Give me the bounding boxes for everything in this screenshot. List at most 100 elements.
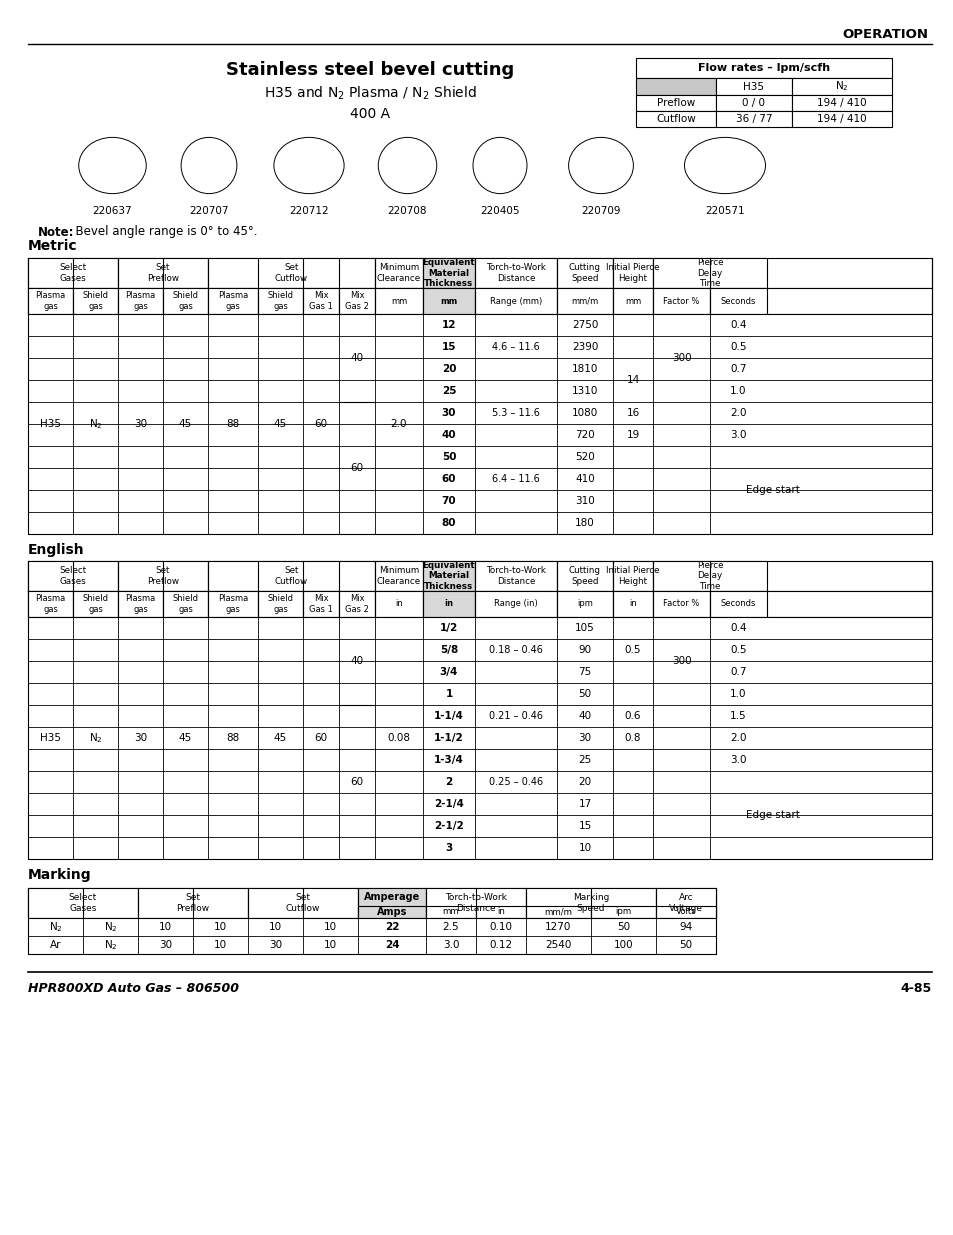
Text: 0.7: 0.7 bbox=[729, 364, 746, 374]
Text: 19: 19 bbox=[626, 430, 639, 440]
Bar bbox=[375, 258, 422, 288]
Text: Select
Gases: Select Gases bbox=[59, 567, 87, 585]
Bar bbox=[73, 592, 118, 618]
Text: 0.5: 0.5 bbox=[624, 645, 640, 655]
Text: 22: 22 bbox=[384, 923, 399, 932]
Bar bbox=[28, 888, 138, 918]
Bar bbox=[636, 111, 716, 127]
Text: 60: 60 bbox=[350, 777, 363, 787]
Text: Select
Gases: Select Gases bbox=[69, 893, 97, 913]
Bar bbox=[422, 288, 475, 314]
Text: Cutting
Speed: Cutting Speed bbox=[568, 263, 600, 283]
Text: Initial Pierce
Height: Initial Pierce Height bbox=[605, 567, 659, 585]
Bar bbox=[248, 888, 357, 918]
Text: N$_2$: N$_2$ bbox=[834, 79, 848, 94]
Bar bbox=[475, 258, 557, 288]
Bar bbox=[475, 561, 557, 592]
Text: Mix
Gas 2: Mix Gas 2 bbox=[345, 594, 369, 614]
Text: Stainless steel bevel cutting: Stainless steel bevel cutting bbox=[226, 61, 514, 79]
Text: 220709: 220709 bbox=[580, 206, 620, 216]
Text: Volts: Volts bbox=[675, 908, 696, 916]
Text: Factor %: Factor % bbox=[662, 599, 699, 609]
Text: 1/2: 1/2 bbox=[439, 622, 457, 634]
Bar bbox=[475, 592, 557, 618]
Text: Mix
Gas 2: Mix Gas 2 bbox=[345, 291, 369, 311]
Text: 2-1/4: 2-1/4 bbox=[434, 799, 463, 809]
Bar bbox=[636, 78, 716, 95]
Text: in: in bbox=[444, 599, 453, 609]
Text: Seconds: Seconds bbox=[720, 296, 756, 305]
Text: 50: 50 bbox=[441, 452, 456, 462]
Text: mm: mm bbox=[624, 296, 640, 305]
Bar bbox=[557, 561, 613, 592]
Text: 220708: 220708 bbox=[387, 206, 427, 216]
Text: 0.25 – 0.46: 0.25 – 0.46 bbox=[489, 777, 542, 787]
Bar bbox=[652, 561, 766, 592]
Text: 60: 60 bbox=[350, 463, 363, 473]
Text: H35: H35 bbox=[40, 734, 61, 743]
Text: Plasma
gas: Plasma gas bbox=[125, 291, 155, 311]
Bar bbox=[557, 288, 613, 314]
Text: Metric: Metric bbox=[28, 240, 77, 253]
Bar bbox=[303, 592, 338, 618]
Bar bbox=[163, 592, 208, 618]
Bar bbox=[138, 888, 248, 918]
Text: Amperage: Amperage bbox=[363, 892, 419, 902]
Text: 25: 25 bbox=[441, 387, 456, 396]
Text: 180: 180 bbox=[575, 517, 595, 529]
Text: 88: 88 bbox=[226, 734, 239, 743]
Text: in: in bbox=[497, 908, 504, 916]
Bar bbox=[338, 592, 375, 618]
Text: 0.5: 0.5 bbox=[729, 342, 746, 352]
Bar bbox=[303, 288, 338, 314]
Text: 1-1/4: 1-1/4 bbox=[434, 711, 463, 721]
Bar bbox=[338, 288, 375, 314]
Text: 14: 14 bbox=[626, 375, 639, 385]
Bar bbox=[557, 592, 613, 618]
Text: Shield
gas: Shield gas bbox=[82, 594, 109, 614]
Text: 220637: 220637 bbox=[92, 206, 132, 216]
Bar bbox=[656, 906, 716, 918]
Text: 88: 88 bbox=[226, 419, 239, 429]
Bar bbox=[557, 258, 613, 288]
Text: 24: 24 bbox=[384, 940, 399, 950]
Text: mm: mm bbox=[442, 908, 459, 916]
Text: Initial Pierce
Height: Initial Pierce Height bbox=[605, 263, 659, 283]
Bar bbox=[716, 78, 791, 95]
Bar bbox=[375, 592, 422, 618]
Bar bbox=[163, 288, 208, 314]
Bar bbox=[118, 288, 163, 314]
Text: Preflow: Preflow bbox=[657, 98, 695, 107]
Bar bbox=[716, 95, 791, 111]
Text: 75: 75 bbox=[578, 667, 591, 677]
Text: 220571: 220571 bbox=[704, 206, 744, 216]
Bar bbox=[652, 258, 766, 288]
Bar bbox=[525, 906, 590, 918]
Text: 40: 40 bbox=[441, 430, 456, 440]
Bar bbox=[28, 592, 73, 618]
Text: 1.5: 1.5 bbox=[729, 711, 746, 721]
Text: 30: 30 bbox=[133, 419, 147, 429]
Bar bbox=[118, 258, 208, 288]
Bar bbox=[257, 288, 303, 314]
Text: Pierce
Delay
Time: Pierce Delay Time bbox=[696, 561, 722, 590]
Bar bbox=[28, 888, 716, 918]
Text: 20: 20 bbox=[578, 777, 591, 787]
Text: 25: 25 bbox=[578, 755, 591, 764]
Text: Shield
gas: Shield gas bbox=[82, 291, 109, 311]
Text: 0.8: 0.8 bbox=[624, 734, 640, 743]
Bar bbox=[613, 561, 652, 592]
Text: 4-85: 4-85 bbox=[900, 982, 931, 994]
Text: Plasma
gas: Plasma gas bbox=[35, 291, 66, 311]
Text: 45: 45 bbox=[178, 419, 192, 429]
Text: 0.18 – 0.46: 0.18 – 0.46 bbox=[489, 645, 542, 655]
Text: 0 / 0: 0 / 0 bbox=[741, 98, 764, 107]
Text: Set
Cutflow: Set Cutflow bbox=[274, 567, 308, 585]
Bar bbox=[525, 888, 656, 918]
Text: 3.0: 3.0 bbox=[442, 940, 458, 950]
Text: N$_2$: N$_2$ bbox=[49, 920, 62, 934]
Bar bbox=[426, 888, 525, 918]
Text: 1-1/2: 1-1/2 bbox=[434, 734, 463, 743]
Text: 30: 30 bbox=[133, 734, 147, 743]
Text: 220707: 220707 bbox=[189, 206, 229, 216]
